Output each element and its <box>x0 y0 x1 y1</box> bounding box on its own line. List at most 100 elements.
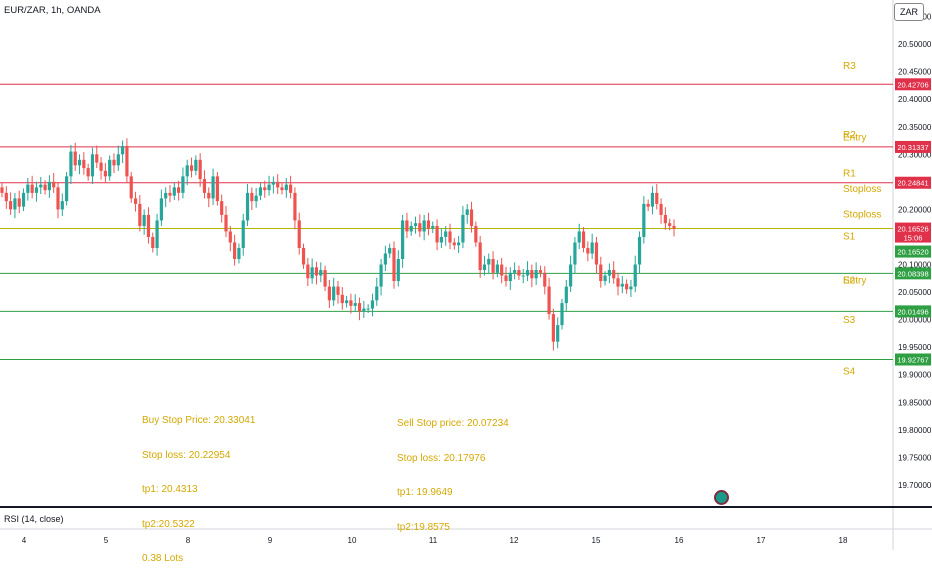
y-tick-label: 20.40000 <box>898 95 932 104</box>
bid-price-label: 20.16520 <box>897 248 928 257</box>
candle-body <box>538 270 543 273</box>
candle-body <box>482 264 487 271</box>
y-tick-label: 20.00000 <box>898 316 932 325</box>
candle-body <box>172 187 176 196</box>
candle-body <box>86 168 90 177</box>
candle-body <box>461 214 465 243</box>
level-annotation: Entry <box>843 133 866 144</box>
candle-body <box>125 146 129 177</box>
candle-body <box>293 192 297 221</box>
candle-body <box>375 286 379 301</box>
candle-body <box>517 270 521 276</box>
y-tick-label: 19.70000 <box>898 481 932 490</box>
y-tick-label: 20.30000 <box>898 150 932 159</box>
candle-body <box>211 176 215 199</box>
y-tick-label: 20.10000 <box>898 261 932 270</box>
candle-body <box>224 214 228 232</box>
candle-body <box>21 192 26 207</box>
candle-body <box>551 314 555 342</box>
sell-note-line: tp2:19.8575 <box>397 521 450 533</box>
candle-body <box>82 159 86 169</box>
candle-body <box>646 203 650 207</box>
candle-body <box>525 270 530 276</box>
candle-body <box>345 300 349 304</box>
candle-body <box>655 192 659 204</box>
candle-body <box>133 198 138 204</box>
level-badge <box>895 305 931 318</box>
candle-body <box>396 259 400 282</box>
x-tick-label: 16 <box>675 536 684 545</box>
candle-body <box>198 159 202 180</box>
candle-body <box>543 272 547 287</box>
candle-body <box>289 184 293 193</box>
candle-body <box>4 192 8 202</box>
candle-body <box>297 220 301 248</box>
candle-body <box>95 154 99 163</box>
buy-note-line: tp2:20.5322 <box>142 518 195 530</box>
currency-selector[interactable]: ZAR <box>894 3 924 21</box>
x-tick-label: 17 <box>757 536 766 545</box>
sell-note-line: tp1: 19.9649 <box>397 487 453 498</box>
candle-body <box>151 236 155 248</box>
y-tick-label: 20.50000 <box>898 40 932 49</box>
candle-body <box>633 264 637 287</box>
candle-body <box>181 176 185 193</box>
candle-body <box>366 308 370 310</box>
candle-body <box>323 270 327 287</box>
candle-body <box>474 225 478 243</box>
candle-body <box>353 303 357 306</box>
x-tick-label: 9 <box>268 536 273 545</box>
candle-body <box>405 220 409 232</box>
candle-body <box>220 201 224 215</box>
level-annotation: R3 <box>843 61 856 72</box>
candle-body <box>276 181 280 188</box>
candle-body <box>573 242 577 265</box>
candle-body <box>301 247 306 265</box>
level-badge <box>895 267 931 280</box>
candle-body <box>448 231 452 243</box>
candle-body <box>599 264 603 282</box>
symbol-label: EUR/ZAR, 1h, OANDA <box>4 5 101 16</box>
level-annotation: R2 <box>843 130 856 141</box>
sell-note-line: Stop loss: 20.17976 <box>397 452 486 464</box>
candle-body <box>17 198 21 207</box>
candle-body <box>521 275 525 277</box>
candle-body <box>319 270 323 276</box>
candle-body <box>73 151 77 166</box>
candle-body <box>26 184 30 193</box>
x-tick-label: 4 <box>22 536 27 545</box>
buy-note-line: Buy Stop Price: 20.33041 <box>142 415 256 426</box>
candle-body <box>207 192 211 199</box>
level-badge-label: 20.01496 <box>897 307 928 316</box>
candle-body <box>659 203 663 215</box>
level-badge-label: 20.31337 <box>897 143 928 152</box>
candle-body <box>508 272 512 282</box>
navigation-dot[interactable] <box>714 490 729 505</box>
x-tick-label: 11 <box>429 536 438 545</box>
candle-body <box>439 236 443 243</box>
current-price-badge <box>895 222 931 243</box>
x-tick-label: 5 <box>104 536 109 545</box>
candle-body <box>228 231 232 243</box>
candle-body <box>577 231 581 243</box>
level-badge <box>895 140 931 153</box>
candle-body <box>47 181 51 191</box>
candle-body <box>504 275 508 282</box>
candle-body <box>121 146 125 155</box>
candle-body <box>215 176 219 202</box>
candle-body <box>168 192 172 196</box>
level-annotation: S4 <box>843 367 856 378</box>
level-badge-label: 19.92767 <box>897 355 928 364</box>
price-chart[interactable]: 20.5500020.5000020.4500020.4000020.35000… <box>0 0 932 550</box>
candle-body <box>77 159 82 166</box>
candle-body <box>13 198 17 210</box>
level-annotation: Stoploss <box>843 210 881 221</box>
candle-body <box>250 192 254 202</box>
candle-body <box>629 286 633 290</box>
level-badge-label: 20.42706 <box>897 80 928 89</box>
candle-body <box>603 275 607 282</box>
candle-body <box>426 220 431 229</box>
candle-body <box>194 159 198 171</box>
candle-body <box>280 187 284 191</box>
candle-body <box>267 184 271 191</box>
